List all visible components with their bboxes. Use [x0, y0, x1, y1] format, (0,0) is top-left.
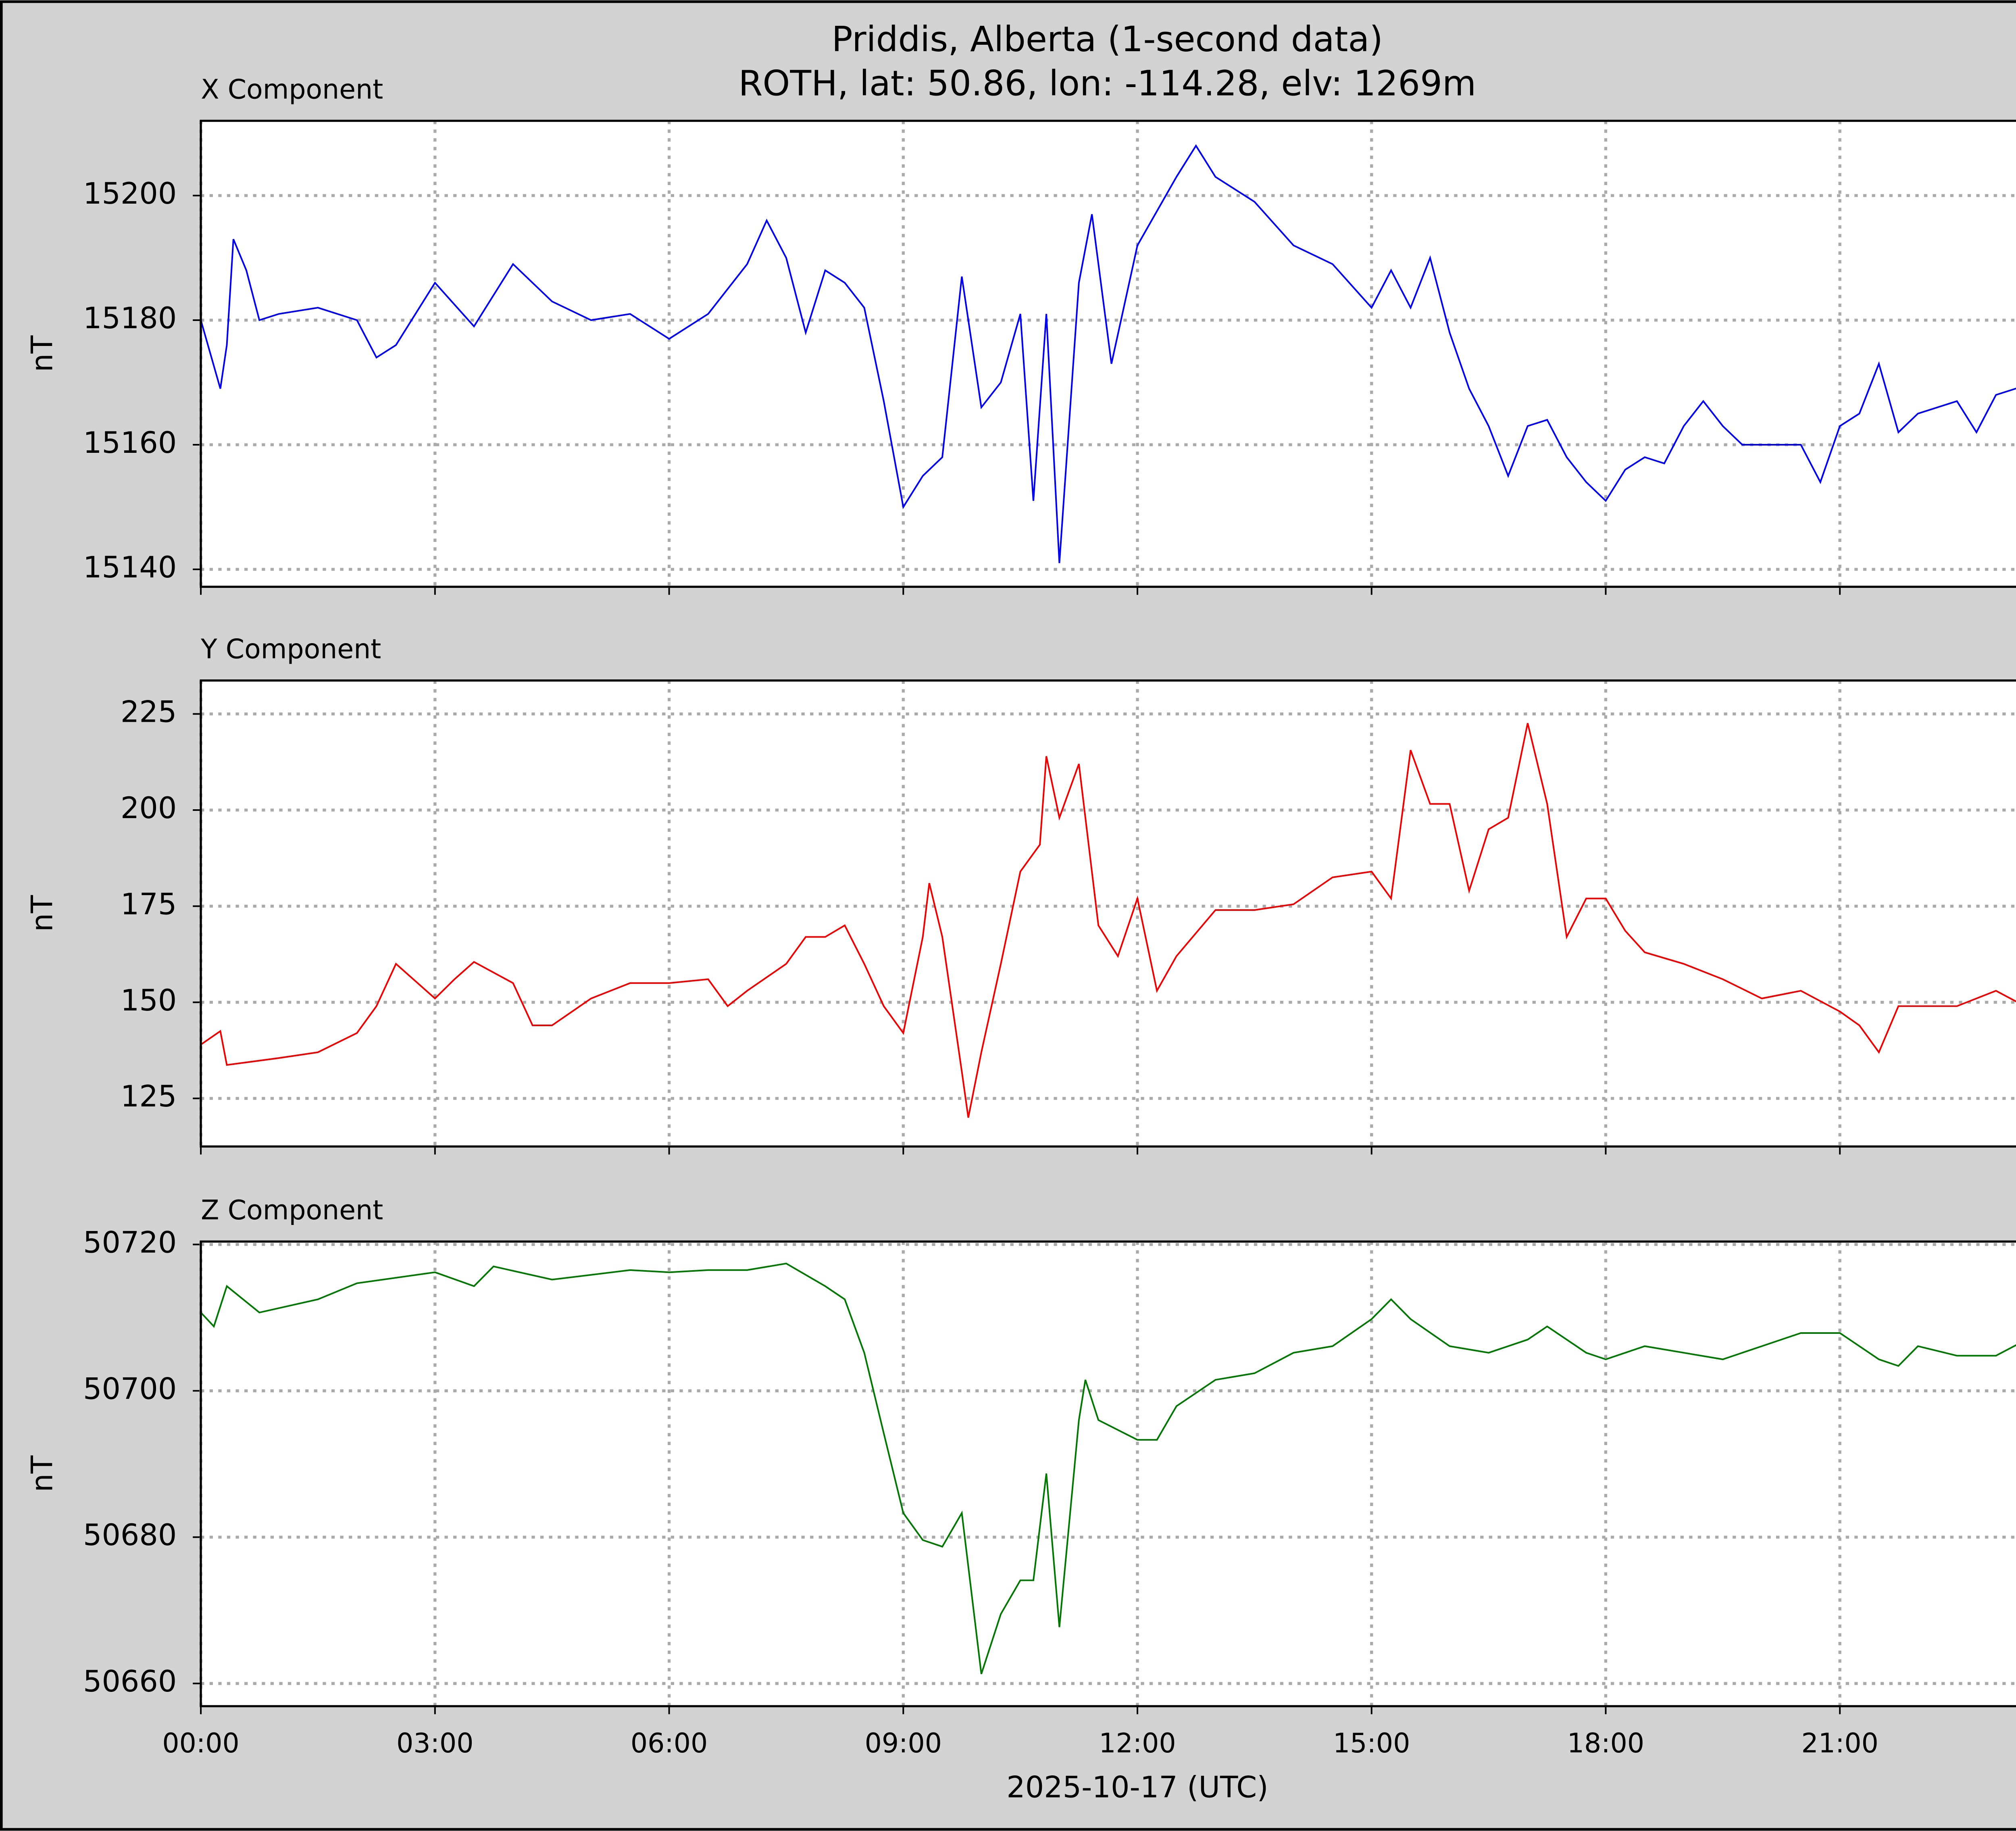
y-tick-label: 50700	[83, 1372, 177, 1406]
y-tick-label: 50720	[83, 1225, 177, 1260]
panel-title: X Component	[201, 74, 383, 105]
y-tick-label: 175	[121, 887, 177, 921]
y-tick-label: 125	[121, 1079, 177, 1114]
plot-frame	[200, 119, 2016, 588]
y-tick-label: 50680	[83, 1518, 177, 1552]
data-line	[201, 723, 2016, 1118]
panel-title: Z Component	[201, 1194, 383, 1226]
panel-title: Y Component	[200, 633, 381, 665]
figure-subtitle: ROTH, lat: 50.86, lon: -114.28, elv: 126…	[738, 64, 1476, 104]
x-tick-label: 12:00	[1099, 1727, 1176, 1759]
y-axis-label: nT	[25, 335, 60, 372]
plot-background	[201, 121, 2016, 587]
data-line	[201, 144, 2016, 563]
y-tick-label: 15160	[83, 426, 177, 460]
y-axis-label: nT	[25, 1455, 60, 1492]
y-tick-label: 50660	[83, 1664, 177, 1699]
y-tick-label: 225	[121, 695, 177, 729]
data-line	[201, 1262, 2016, 1675]
y-tick-label: 15140	[83, 550, 177, 585]
plot-frame	[200, 679, 2016, 1148]
figure-title: Priddis, Alberta (1-second data)	[832, 19, 1383, 60]
x-tick-label: 21:00	[1801, 1727, 1878, 1759]
x-axis-label: 2025-10-17 (UTC)	[1006, 1770, 1268, 1804]
x-tick-label: 09:00	[865, 1727, 942, 1759]
plot-background	[201, 680, 2016, 1147]
y-tick-label: 15180	[83, 301, 177, 335]
plot-background	[201, 1241, 2016, 1706]
y-axis-label: nT	[25, 895, 60, 932]
x-tick-label: 03:00	[396, 1727, 473, 1759]
y-tick-label: 15200	[83, 177, 177, 211]
y-tick-label: 150	[121, 983, 177, 1018]
y-tick-label: 200	[121, 791, 177, 825]
plot-frame	[200, 1240, 2016, 1708]
x-tick-label: 15:00	[1333, 1727, 1410, 1759]
x-tick-label: 18:00	[1567, 1727, 1644, 1759]
x-tick-label: 00:00	[162, 1727, 239, 1759]
x-tick-label: 06:00	[631, 1727, 708, 1759]
